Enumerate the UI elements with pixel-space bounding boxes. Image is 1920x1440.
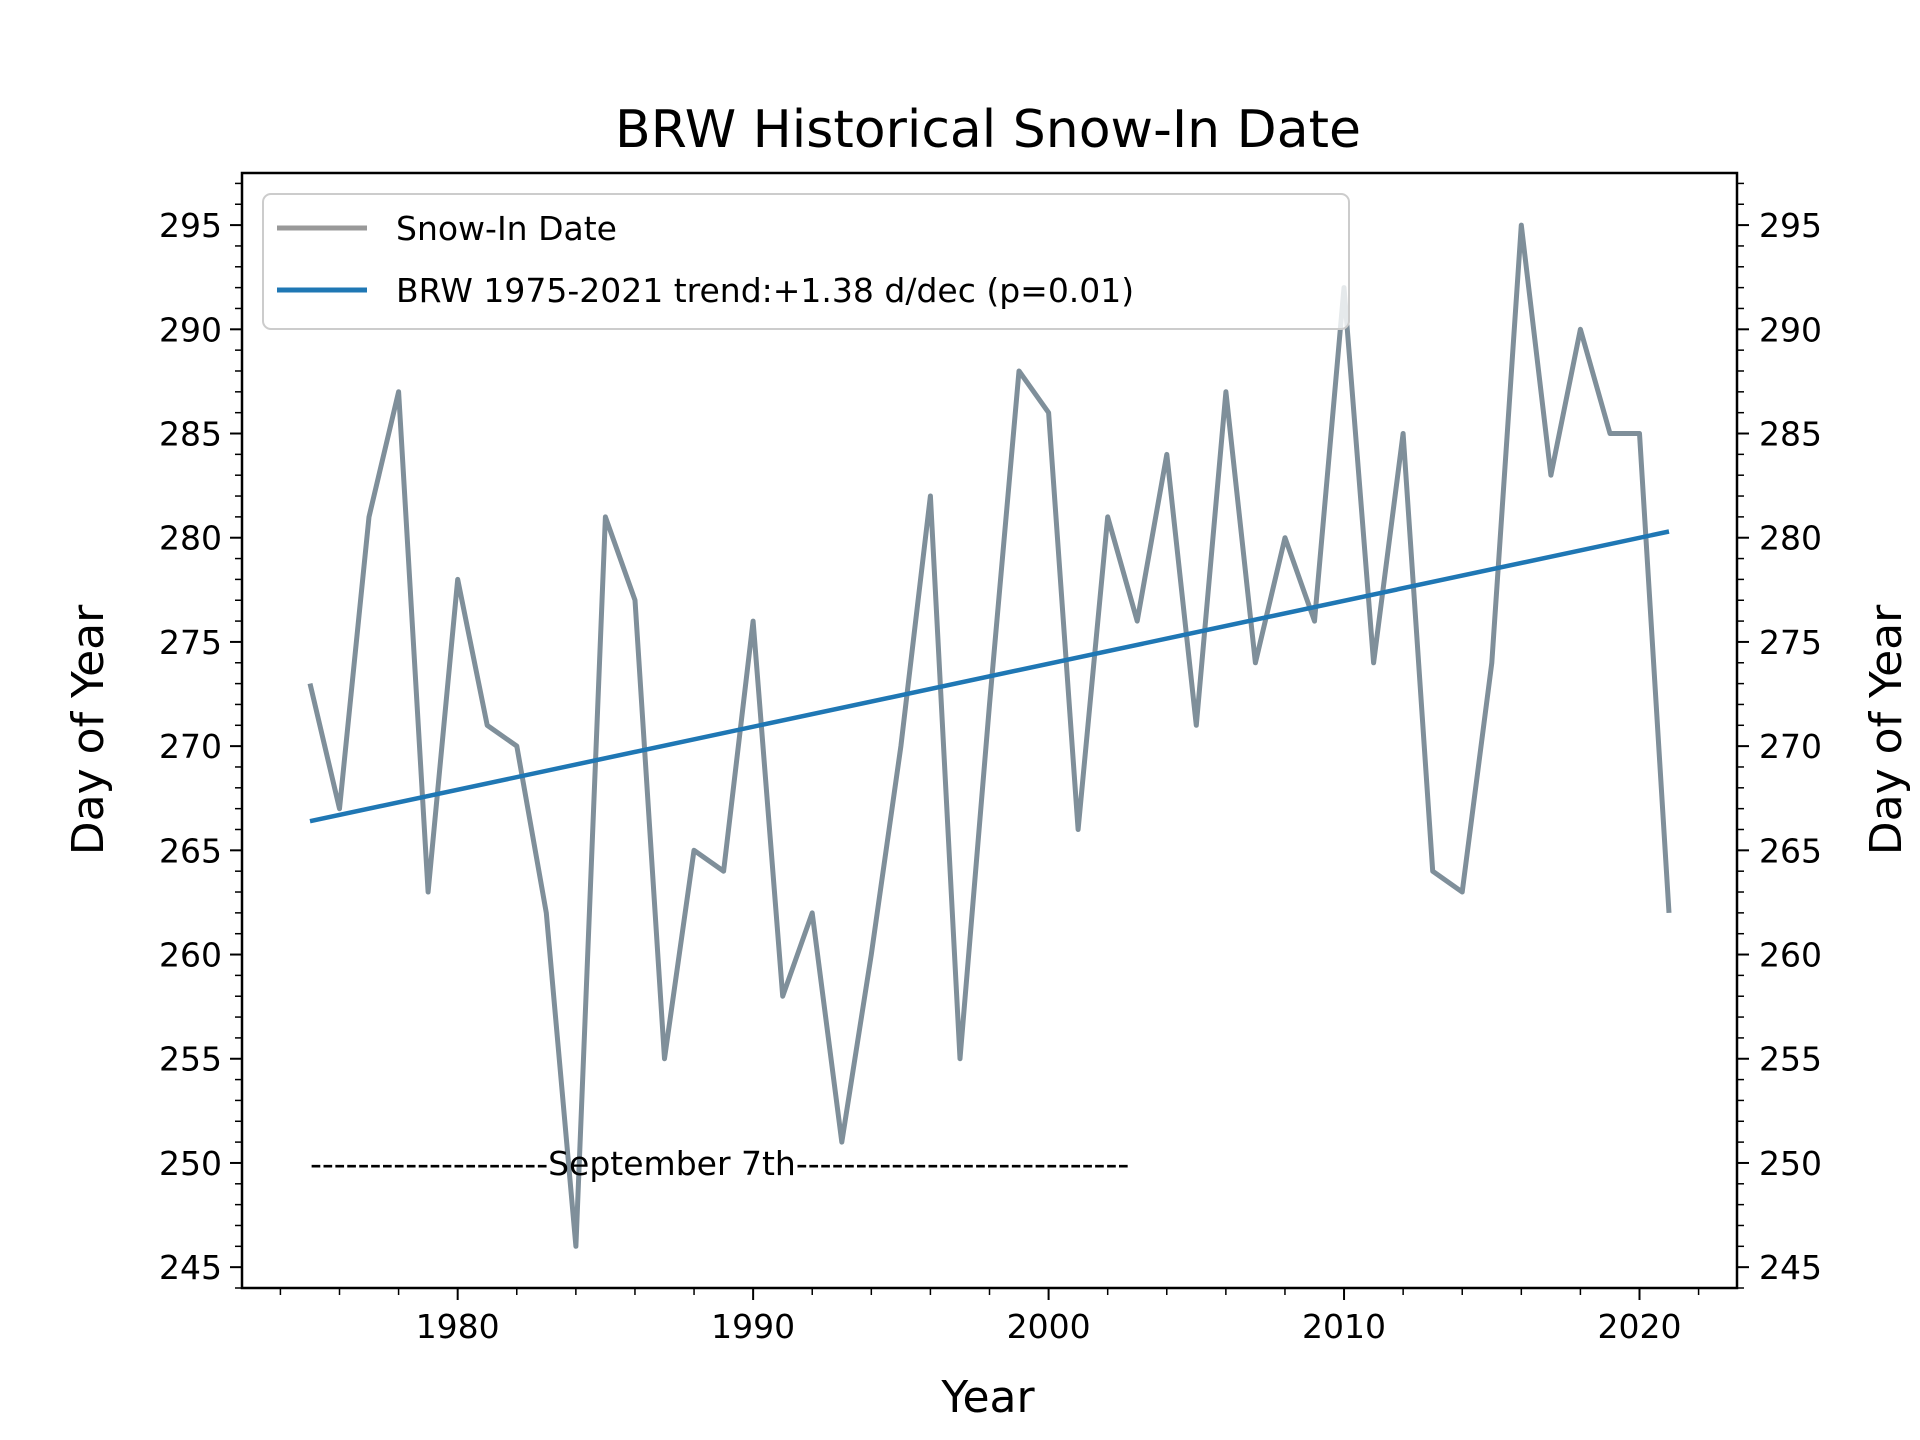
y-tick-label-right: 250: [1759, 1144, 1822, 1183]
y-tick-label-left: 295: [159, 206, 222, 245]
y-tick-label-right: 295: [1759, 206, 1822, 245]
y-tick-label-left: 280: [159, 519, 222, 558]
y-tick-label-left: 285: [159, 415, 222, 454]
y-tick-label-left: 250: [159, 1144, 222, 1183]
y-axis-label-right: Day of Year: [1861, 604, 1912, 855]
y-tick-label-left: 275: [159, 623, 222, 662]
y-tick-label-right: 275: [1759, 623, 1822, 662]
x-tick-label: 1990: [711, 1307, 795, 1346]
y-tick-label-right: 245: [1759, 1248, 1822, 1287]
y-tick-label-right: 280: [1759, 519, 1822, 558]
y-tick-label-right: 255: [1759, 1040, 1822, 1079]
y-tick-label-right: 270: [1759, 727, 1822, 766]
y-tick-label-left: 255: [159, 1040, 222, 1079]
y-tick-label-left: 265: [159, 831, 222, 870]
legend-label-snow-in-date: Snow-In Date: [396, 209, 617, 248]
x-tick-label: 1980: [416, 1307, 500, 1346]
legend: Snow-In Date BRW 1975-2021 trend:+1.38 d…: [262, 193, 1350, 330]
y-tick-label-left: 245: [159, 1248, 222, 1287]
y-tick-label-right: 265: [1759, 831, 1822, 870]
series-line-trend: [309, 529, 1670, 824]
y-tick-label-left: 270: [159, 727, 222, 766]
x-tick-label: 2000: [1007, 1307, 1091, 1346]
chart-title: BRW Historical Snow-In Date: [615, 100, 1361, 160]
legend-label-trend: BRW 1975-2021 trend:+1.38 d/dec (p=0.01): [396, 271, 1134, 310]
september-7th-reference: --------------------September 7th-------…: [310, 1144, 1129, 1183]
x-tick-label: 2010: [1302, 1307, 1386, 1346]
y-tick-label-right: 285: [1759, 415, 1822, 454]
plot-area: [307, 222, 1672, 1249]
y-axis-label-left: Day of Year: [63, 604, 114, 855]
y-tick-label-left: 260: [159, 936, 222, 975]
axes-ticks: 1980 1990 2000 2010 2020 245 245 250 250 255 255 26…: [159, 182, 1822, 1346]
y-tick-label-right: 260: [1759, 936, 1822, 975]
y-tick-label-left: 290: [159, 310, 222, 349]
series-line-snow-in-date: [307, 222, 1672, 1249]
y-tick-label-right: 290: [1759, 310, 1822, 349]
x-tick-label: 2020: [1598, 1307, 1682, 1346]
legend-box: [262, 193, 1350, 330]
x-axis-label: Year: [940, 1372, 1035, 1423]
